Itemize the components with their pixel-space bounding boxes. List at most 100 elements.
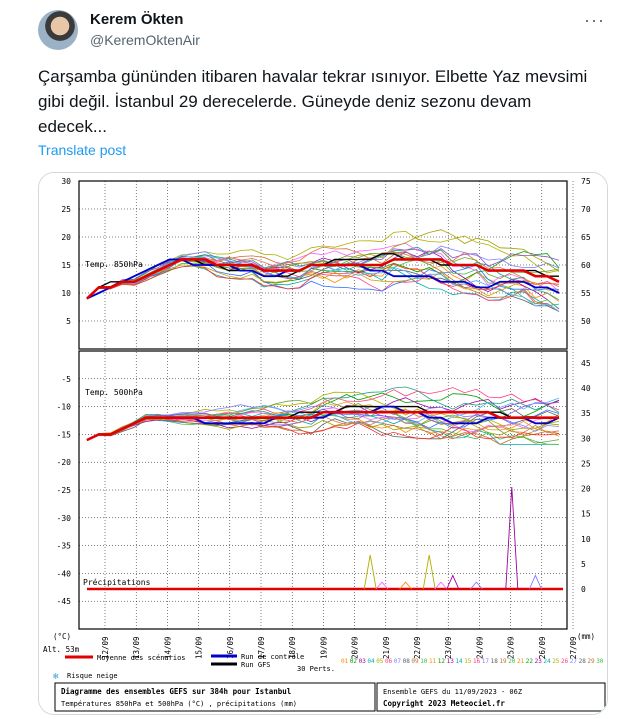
tweet-text: Çarşamba gününden itibaren havalar tekra…	[38, 67, 588, 136]
y-tick-left: -45	[57, 597, 72, 606]
y-tick-right: 15	[581, 510, 591, 519]
perturbation-number: 11	[429, 658, 437, 665]
y-tick-left: 10	[61, 289, 71, 298]
y-tick-right: 70	[581, 205, 591, 214]
perturbation-numbers: 01 02 03 04 05 06 07 08 09 10 11 12 13 14 15 16 17 18 19 20…	[341, 658, 604, 665]
ensemble-member-line	[86, 264, 560, 299]
precip-spike	[422, 554, 436, 590]
y-tick-left: -35	[57, 542, 72, 551]
x-tick-label: 17/09	[257, 636, 266, 659]
ensemble-member-line	[86, 263, 560, 300]
perturbation-number: 16	[473, 658, 481, 665]
perturbation-number: 07	[394, 658, 402, 665]
run-info: Ensemble GEFS du 11/09/2023 - 06Z	[383, 688, 522, 696]
y-tick-right: 0	[581, 585, 586, 594]
y-tick-left: 5	[66, 317, 71, 326]
perturbation-number: 14	[455, 658, 463, 665]
x-tick-label: 20/09	[351, 636, 360, 659]
y-tick-right: 30	[581, 434, 591, 443]
perturbation-number: 20	[508, 658, 516, 665]
x-tick-label: 16/09	[226, 636, 235, 659]
y-tick-right: 35	[581, 409, 591, 418]
y-tick-left: -30	[57, 514, 72, 523]
panel-title-500: Temp. 500hPa	[85, 388, 143, 397]
x-tick-label: 18/09	[288, 636, 297, 659]
altitude-label: Alt. 53m	[43, 645, 80, 654]
x-tick-label: 27/09	[569, 636, 578, 659]
y-tick-left: 20	[61, 233, 71, 242]
legend-control-label: Run de contrôle	[241, 653, 304, 661]
x-tick-label: 15/09	[195, 636, 204, 659]
y-tick-left: 25	[61, 205, 71, 214]
perturbation-number: 22	[526, 658, 534, 665]
perturbation-number: 28	[579, 658, 587, 665]
y-tick-right: 50	[581, 317, 591, 326]
precip-spike	[528, 574, 542, 590]
mean-line	[86, 258, 560, 300]
x-tick-label: 13/09	[132, 636, 141, 659]
perturbation-number: 30	[596, 658, 604, 665]
ensemble-member-line	[86, 408, 560, 441]
legend-mean-label: Moyenne des scénarios	[97, 654, 186, 662]
diagram-info-box	[54, 682, 376, 712]
precip-label: Précipitations	[83, 577, 151, 587]
diagram-subtitle: Températures 850hPa et 500hPa (°C) , pré…	[61, 700, 297, 708]
perturbation-number: 18	[491, 658, 499, 665]
y-tick-right: 65	[581, 233, 591, 242]
perturbation-number: 12	[438, 658, 446, 665]
y-tick-left: -10	[57, 403, 72, 412]
perturbation-number: 02	[350, 658, 358, 665]
x-tick-label: 21/09	[382, 636, 391, 659]
perturbation-number: 24	[543, 658, 551, 665]
x-tick-label: 12/09	[101, 636, 110, 659]
snow-label: Risque neige	[67, 672, 118, 680]
y-tick-right: 45	[581, 359, 591, 368]
precip-spike	[375, 581, 389, 590]
avatar[interactable]	[38, 10, 78, 50]
tweet-media-image[interactable]: 12/09 13/09 14/09 15/09 16/09 17/09 18/09 19/09…	[38, 172, 608, 715]
y-tick-right: 10	[581, 535, 591, 544]
y-tick-left: -25	[57, 486, 72, 495]
perturbation-number: 01	[341, 658, 349, 665]
left-unit-label: (°C)	[53, 632, 71, 641]
perturbation-number: 19	[499, 658, 507, 665]
perturbation-number: 13	[447, 658, 455, 665]
y-tick-left: -20	[57, 458, 72, 467]
snow-icon: ❄	[53, 672, 59, 682]
author-handle[interactable]: @KeremOktenAir	[90, 32, 200, 48]
precip-spike	[470, 581, 483, 590]
y-tick-left: 30	[61, 177, 71, 186]
author-block: Kerem Ökten @KeremOktenAir	[90, 10, 200, 50]
more-options-icon[interactable]: ···	[584, 10, 605, 30]
y-tick-right: 25	[581, 459, 591, 468]
legend-perts-label: 30 Perts.	[297, 665, 335, 673]
x-tick-label: 23/09	[444, 636, 453, 659]
x-tick-label: 25/09	[507, 636, 516, 659]
perturbation-number: 26	[561, 658, 569, 665]
y-tick-right: 40	[581, 384, 591, 393]
translate-post-link[interactable]: Translate post	[38, 142, 127, 158]
y-tick-left: 15	[61, 261, 71, 270]
precip-spike	[399, 581, 412, 590]
x-tick-label: 24/09	[475, 636, 484, 659]
perturbation-number: 17	[482, 658, 490, 665]
precip-spike	[363, 554, 377, 590]
y-tick-right: 5	[581, 560, 586, 569]
ensemble-member-line	[86, 404, 560, 441]
y-tick-right: 75	[581, 177, 591, 186]
mean-line	[86, 410, 559, 442]
x-tick-label: 19/09	[319, 636, 328, 659]
ensemble-member-line	[86, 250, 560, 312]
perturbation-number: 29	[587, 658, 595, 665]
x-tick-label: 26/09	[538, 636, 547, 659]
perturbation-number: 21	[517, 658, 525, 665]
x-tick-label: 22/09	[413, 636, 422, 659]
author-name[interactable]: Kerem Ökten	[90, 11, 184, 28]
ensemble-member-line	[86, 265, 560, 307]
right-unit-label: (mm)	[577, 632, 595, 641]
x-tick-label: 14/09	[163, 636, 172, 659]
run-info-box	[376, 682, 606, 712]
y-tick-right: 20	[581, 485, 591, 494]
panel-title-850: Temp. 850hPa	[85, 260, 143, 269]
y-tick-left: -5	[61, 375, 71, 384]
